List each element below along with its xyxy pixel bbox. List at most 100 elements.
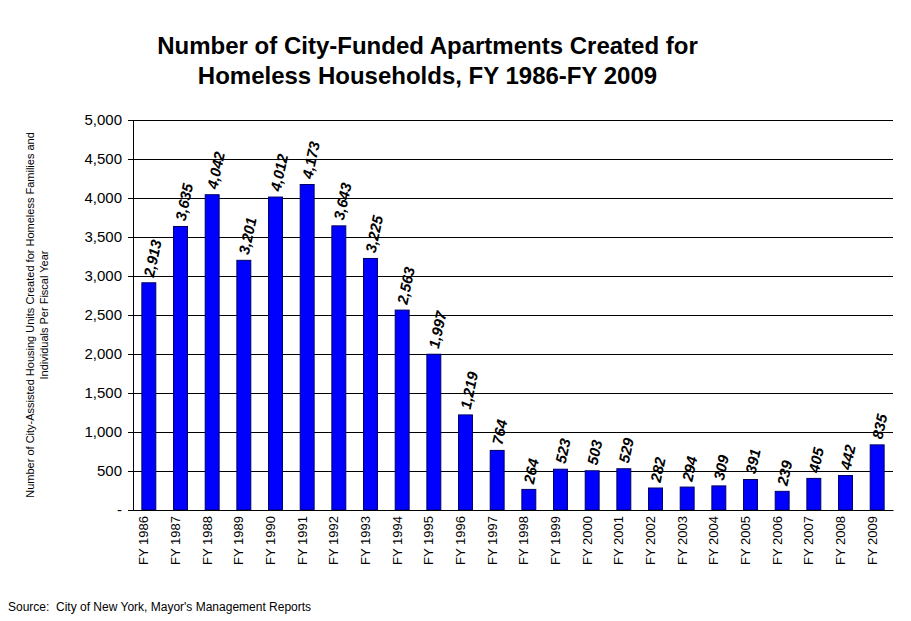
y-tick: 2,500 (84, 306, 133, 323)
chart: Number of City-Funded Apartments Created… (0, 0, 911, 621)
bar (807, 478, 821, 510)
data-label: 3,635 (172, 181, 197, 222)
y-tick-label: 1,000 (84, 423, 122, 440)
data-label: 3,201 (235, 216, 259, 256)
y-tick: 4,000 (84, 189, 133, 206)
x-tick: FY 1994 (390, 516, 405, 565)
x-tick-label: FY 1990 (263, 516, 278, 565)
bar (237, 260, 251, 510)
x-tick-label: FY 1997 (485, 516, 500, 565)
bar (649, 488, 663, 510)
y-tick: 1,500 (84, 384, 133, 401)
y-axis-title: Number of City-Assisted Housing Units Cr… (24, 132, 50, 498)
x-tick: FY 2003 (675, 516, 690, 565)
y-tick: 5,000 (84, 111, 133, 128)
x-tick-label: FY 1992 (326, 516, 341, 565)
y-tick: 2,000 (84, 345, 133, 362)
grid (133, 120, 893, 510)
data-label: 239 (773, 458, 795, 488)
x-axis: FY 1986FY 1987FY 1988FY 1989FY 1990FY 19… (134, 511, 894, 565)
data-label: 764 (488, 417, 510, 446)
y-tick: 4,500 (84, 150, 133, 167)
bar (269, 197, 283, 510)
grid-line (133, 120, 893, 121)
bar (174, 226, 188, 510)
data-label: 405 (805, 445, 827, 475)
x-tick: FY 1986 (136, 516, 151, 565)
bar (459, 415, 473, 510)
bar (332, 226, 346, 510)
x-tick: FY 1995 (421, 516, 436, 565)
data-label: 264 (520, 456, 542, 486)
x-tick: FY 2009 (865, 516, 880, 565)
bar (617, 469, 631, 510)
text-line: Number of City-Assisted Housing Units Cr… (24, 132, 36, 498)
data-label: 503 (583, 438, 605, 467)
y-axis-line (128, 121, 134, 511)
x-tick: FY 1998 (516, 516, 531, 565)
data-label: 2,913 (140, 238, 165, 280)
x-tick-label: FY 1995 (421, 516, 436, 565)
x-tick: FY 1993 (358, 516, 373, 565)
bar (744, 480, 758, 510)
data-label: 3,643 (330, 181, 355, 222)
x-tick: FY 2007 (801, 516, 816, 565)
data-label: 3,225 (362, 213, 387, 254)
bar (364, 258, 378, 510)
x-tick-label: FY 1986 (136, 516, 151, 565)
bar (712, 486, 726, 510)
y-tick-label: 4,500 (84, 150, 122, 167)
x-tick-label: FY 2008 (833, 516, 848, 565)
y-tick-label: 1,500 (84, 384, 122, 401)
x-tick: FY 2000 (580, 516, 595, 565)
y-tick-mark (128, 120, 133, 121)
x-tick-label: FY 1993 (358, 516, 373, 565)
x-tick: FY 1991 (295, 516, 310, 565)
y-tick-label: 2,500 (84, 306, 122, 323)
x-tick-label: FY 2003 (675, 516, 690, 565)
bar (839, 476, 853, 510)
data-label: 391 (742, 447, 764, 475)
x-tick: FY 2002 (643, 516, 658, 565)
data-label: 2,563 (393, 265, 418, 307)
grid-line (133, 159, 893, 160)
x-tick: FY 1996 (453, 516, 468, 565)
y-tick-mark (128, 198, 133, 199)
x-tick: FY 2004 (706, 516, 721, 565)
data-label: 523 (552, 436, 574, 465)
y-tick-label: 4,000 (84, 189, 122, 206)
bar (395, 310, 409, 510)
y-tick-mark (128, 471, 133, 472)
chart-title: Number of City-Funded Apartments Created… (157, 32, 697, 89)
y-axis: -5001,0001,5002,0002,5003,0003,5004,0004… (84, 111, 133, 518)
source-note: Source: City of New York, Mayor's Manage… (8, 600, 311, 614)
x-tick-label: FY 1991 (295, 516, 310, 565)
y-tick: - (117, 501, 133, 518)
x-axis-line (134, 510, 894, 511)
x-tick-label: FY 1987 (168, 516, 183, 565)
data-label: 835 (868, 412, 890, 441)
bar (870, 445, 884, 510)
y-tick-mark (128, 432, 133, 433)
bar (585, 471, 599, 510)
x-tick-label: FY 2006 (770, 516, 785, 565)
data-label: 294 (678, 454, 700, 484)
x-tick-label: FY 1994 (390, 516, 405, 565)
data-label: 442 (837, 442, 859, 472)
y-tick: 1,000 (84, 423, 133, 440)
y-tick-mark (128, 510, 133, 511)
y-tick-mark (128, 315, 133, 316)
y-tick: 3,500 (84, 228, 133, 245)
x-tick-label: FY 1988 (200, 516, 215, 565)
x-tick-label: FY 1996 (453, 516, 468, 565)
y-tick-mark (128, 237, 133, 238)
bar (142, 283, 156, 510)
data-label: 529 (615, 436, 637, 465)
x-tick-label: FY 2009 (865, 516, 880, 565)
data-label: 4,012 (267, 152, 292, 194)
x-tick: FY 2001 (611, 516, 626, 565)
data-labels: 2,9133,6354,0423,2014,0124,1733,6433,225… (140, 139, 891, 488)
x-tick-label: FY 1999 (548, 516, 563, 565)
y-tick-label: 500 (97, 462, 122, 479)
x-tick-label: FY 2002 (643, 516, 658, 565)
